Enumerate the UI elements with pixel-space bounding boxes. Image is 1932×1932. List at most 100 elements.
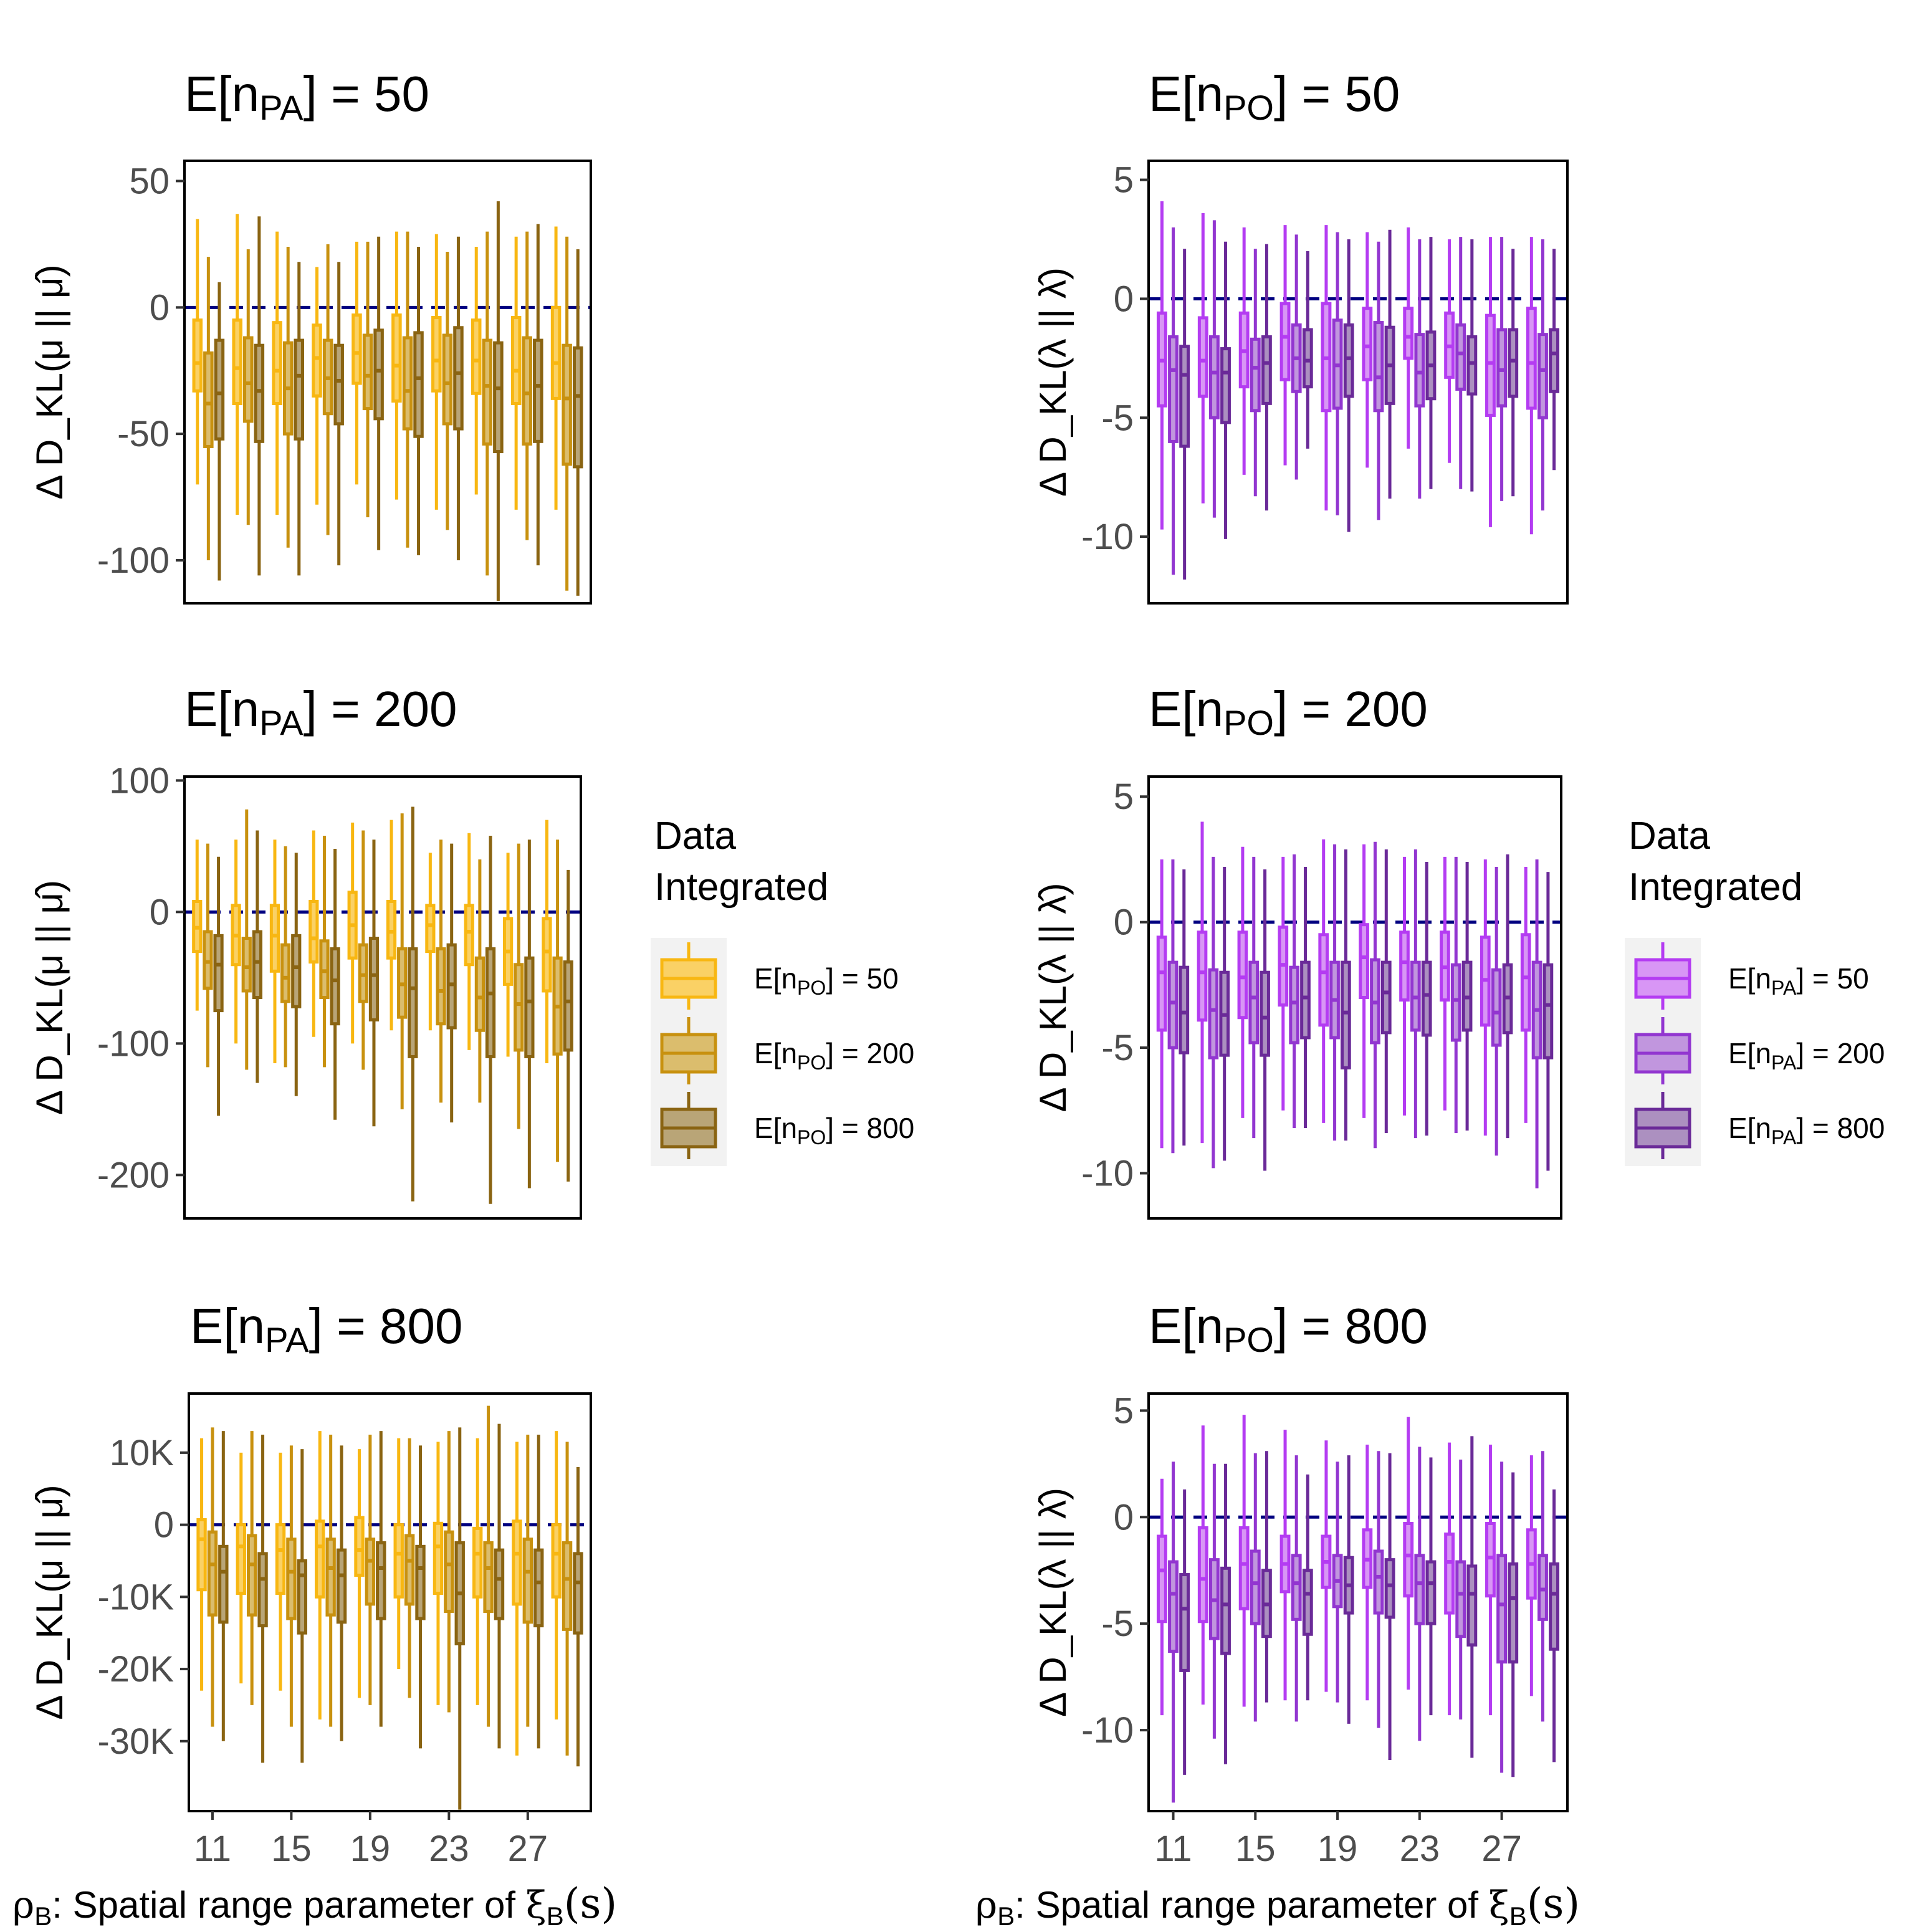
panel-title-rest: ] = 50 [1274,66,1400,122]
box-x27-series3 [1508,249,1519,497]
panel-frame [188,1392,592,1812]
box-x15-series3 [291,853,302,1096]
box-body [1279,302,1291,381]
box-x29-series1 [550,226,562,510]
y-tick-label: -100 [97,540,170,581]
box-x15-series3 [1260,869,1270,1171]
box-x13-series2 [243,249,254,525]
box-body [252,930,263,999]
box-body [315,1519,325,1599]
box-body [391,313,402,403]
x-axis-title-subscript: B [997,1901,1015,1931]
x-axis-title-text: : Spatial range parameter of [52,1884,525,1926]
box-x17-series3 [333,262,344,566]
box-x13-series3 [1219,867,1230,1161]
box-x11-series1 [1156,201,1167,530]
box-body [1520,933,1531,1032]
box-x23-series2 [444,1431,454,1713]
box-body [444,1530,454,1613]
box-body [1466,1564,1478,1647]
legend-label-rest: ] = 800 [826,1112,914,1144]
box-body [243,336,254,423]
panel-title-rest: ] = 200 [1274,681,1428,737]
box-x25-series1 [1440,856,1450,1111]
panel-title-subscript: PA [259,703,304,742]
y-tick-label: 0 [154,1505,174,1546]
box-x29-series2 [1537,1451,1548,1722]
legend-label-subscript: PA [1771,1051,1797,1074]
box-x17-series3 [1302,1474,1313,1701]
box-x15-series1 [1237,846,1248,1118]
box-x25-series3 [1461,861,1473,1131]
box-x15-series3 [297,1449,307,1763]
panel-title: E[nPA] = 800 [190,1298,463,1359]
box-x11-series2 [203,843,213,1068]
box-x27-series3 [524,839,535,1188]
box-body [1549,328,1560,393]
x-tick-label: 23 [1400,1829,1440,1869]
box-x25-series1 [1444,239,1455,463]
legend-key [660,942,717,1010]
legend-entry-label: E[nPA] = 50 [1728,962,1869,999]
box-body [246,1534,257,1617]
box-body [1380,960,1392,1035]
legend-entry-label: E[nPO] = 800 [754,1112,914,1149]
y-tick-label: 0 [1114,1497,1134,1537]
box-x27-series2 [522,1434,533,1727]
box-x19-series1 [351,241,362,485]
y-tick-label: 0 [150,287,170,328]
box-x21-series2 [397,813,408,1109]
panel-title-rest: ] = 800 [1274,1298,1428,1354]
box-x17-series2 [1291,1455,1302,1722]
box-x25-series3 [1466,1436,1478,1758]
box-x25-series2 [1450,856,1461,1134]
panel-title-main: E[n [1149,681,1223,737]
box-x21-series2 [1373,1451,1384,1728]
box-x19-series2 [358,830,368,1070]
box-x13-series1 [231,839,241,1044]
box-x29-series2 [562,1442,573,1756]
box-x19-series2 [365,1434,376,1705]
box-body [1302,328,1313,389]
y-tick-label: -5 [1101,1028,1134,1068]
box-body [368,937,380,1021]
x-tick-label: 15 [271,1829,312,1869]
box-x21-series3 [1380,849,1392,1134]
box-x13-series2 [241,809,252,1070]
box-body [563,960,573,1052]
box-body [386,899,397,960]
box-x17-series2 [1291,234,1302,480]
legend-title-line2: Integrated [1628,866,1802,909]
legend-label-subscript: PO [797,1126,826,1149]
box-body [1403,307,1414,360]
box-body [1362,307,1373,381]
box-x17-series1 [315,1431,325,1720]
box-body [1450,963,1461,1042]
panel-title-subscript: PA [265,1320,309,1359]
box-x13-series3 [254,216,265,576]
box-body [232,318,242,405]
legend-key [660,1017,717,1084]
box-body [272,321,282,405]
box-x29-series3 [1549,1489,1560,1762]
box-x29-series2 [1531,859,1542,1188]
box-body [1373,321,1384,413]
box-x27-series1 [1485,1445,1496,1716]
panel-left-middle: E[nPA] = 200 100 0 -100 -200 Δ D_KL(μ || μ̂) [29,681,582,1220]
legend-label-main: E[n [754,1112,797,1144]
box-body [236,1523,246,1595]
box-x11-series2 [207,1427,218,1727]
box-body [522,336,532,446]
box-x13-series2 [246,1431,257,1705]
box-body [573,1552,583,1635]
box-x21-series3 [415,1445,426,1749]
box-body [241,937,252,993]
box-x15-series2 [1248,856,1260,1139]
box-x29-series1 [551,1431,562,1720]
box-body [1425,1560,1437,1625]
box-x23-series3 [454,1427,465,1810]
panel-frame [1147,775,1562,1220]
legend-label-rest: ] = 50 [826,962,898,995]
box-x17-series2 [319,835,330,1068]
box-x19-series2 [1329,844,1340,1141]
